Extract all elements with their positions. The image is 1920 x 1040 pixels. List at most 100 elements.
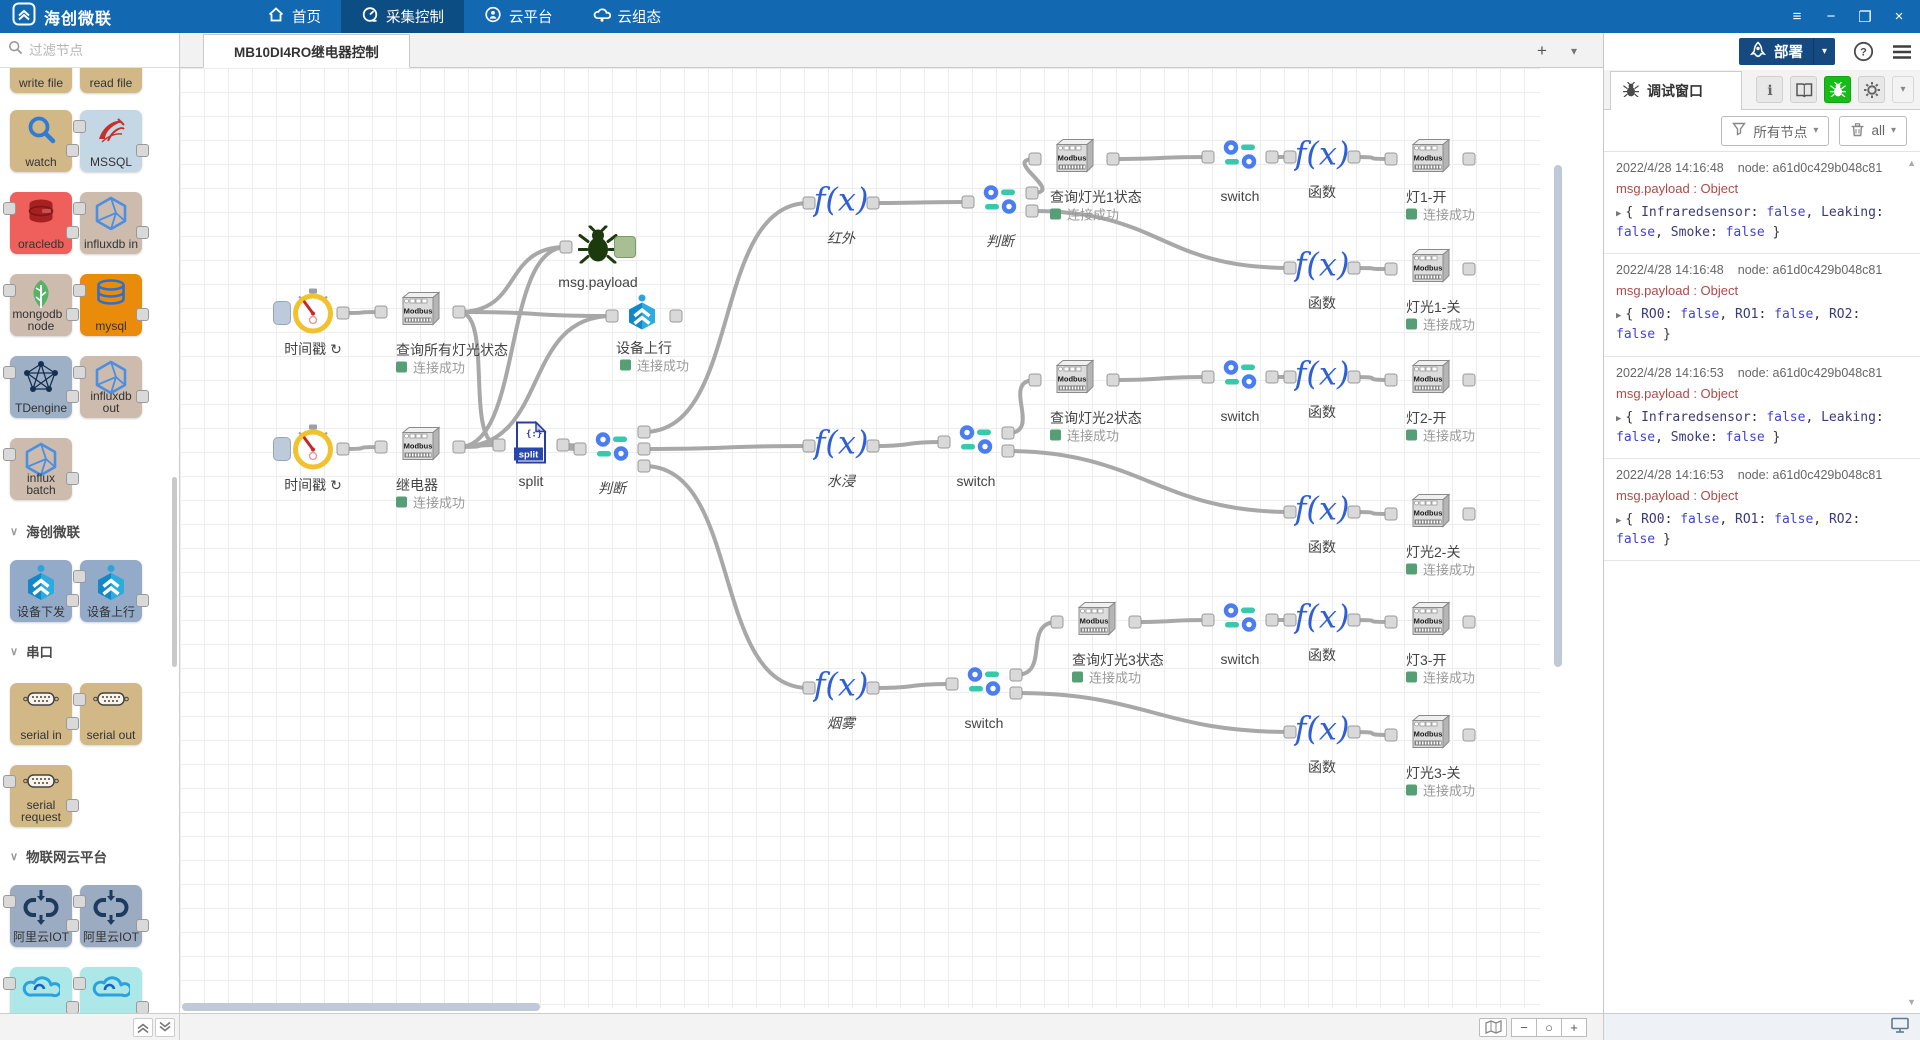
- node-port[interactable]: [945, 677, 959, 691]
- expand-caret[interactable]: ▶: [1616, 209, 1622, 219]
- input-port[interactable]: [3, 775, 16, 788]
- flow-node-l2on[interactable]: Modbus: [1406, 357, 1454, 404]
- node-port[interactable]: [452, 440, 466, 454]
- node-port[interactable]: [1462, 262, 1476, 276]
- palette-section-海创微联[interactable]: ∨ 海创微联: [10, 525, 81, 540]
- palette-section-物联网云平台[interactable]: ∨ 物联网云平台: [10, 850, 108, 865]
- flow-node-l3on[interactable]: Modbus: [1406, 599, 1454, 646]
- node-port[interactable]: [637, 425, 651, 439]
- node-port[interactable]: [374, 440, 388, 454]
- output-port[interactable]: [66, 717, 79, 730]
- node-port[interactable]: [1347, 261, 1361, 275]
- output-port[interactable]: [66, 144, 79, 157]
- flow-node-split[interactable]: {:} split: [512, 420, 550, 471]
- node-port[interactable]: [1050, 615, 1064, 629]
- flow-node-l1on[interactable]: Modbus: [1406, 136, 1454, 183]
- expand-caret[interactable]: ▶: [1616, 311, 1622, 322]
- node-port[interactable]: [1384, 728, 1398, 742]
- flow-node-sw2[interactable]: [1221, 359, 1259, 396]
- node-port[interactable]: [1384, 152, 1398, 166]
- open-window-button[interactable]: [1890, 1016, 1910, 1039]
- input-port[interactable]: [73, 120, 86, 133]
- node-port[interactable]: [637, 459, 651, 473]
- output-port[interactable]: [136, 390, 149, 403]
- input-port[interactable]: [3, 284, 16, 297]
- flow-node-fa2[interactable]: f(x): [1293, 355, 1350, 400]
- flow-node-sj[interactable]: f(x): [812, 424, 869, 469]
- node-port[interactable]: [1384, 373, 1398, 387]
- node-port[interactable]: [452, 305, 466, 319]
- output-port[interactable]: [66, 799, 79, 812]
- output-port[interactable]: [136, 594, 149, 607]
- palette-section-串口[interactable]: ∨ 串口: [10, 645, 54, 660]
- scroll-up-arrow[interactable]: ▲: [1907, 158, 1916, 168]
- flow-node-up[interactable]: [624, 294, 664, 339]
- search-input[interactable]: [29, 42, 149, 58]
- palette-node-阿里云IOT[interactable]: 阿里云IOT: [3, 885, 79, 947]
- info-tab-button[interactable]: i: [1756, 76, 1783, 103]
- node-port[interactable]: [1001, 444, 1015, 458]
- node-port[interactable]: [336, 442, 350, 456]
- flow-node-l3off[interactable]: Modbus: [1406, 712, 1454, 759]
- node-port[interactable]: [802, 196, 816, 210]
- palette-node-mongodb - node[interactable]: mongodb - node: [3, 274, 79, 336]
- input-port[interactable]: [73, 693, 86, 706]
- palette-node-阿里云IOT[interactable]: 阿里云IOT: [73, 885, 149, 947]
- node-port[interactable]: [1347, 725, 1361, 739]
- expand-caret[interactable]: ▶: [1616, 413, 1622, 424]
- node-port[interactable]: [1028, 373, 1042, 387]
- node-port[interactable]: [556, 438, 570, 452]
- nav-home[interactable]: 首页: [247, 0, 341, 33]
- node-port[interactable]: [1001, 426, 1015, 440]
- deploy-options-caret[interactable]: ▾: [1821, 46, 1827, 57]
- flow-node-swm[interactable]: [957, 424, 995, 461]
- clear-messages-button[interactable]: all ▾: [1839, 115, 1907, 146]
- node-port[interactable]: [1283, 613, 1297, 627]
- collapse-all-button[interactable]: [133, 1017, 153, 1037]
- expand-all-button[interactable]: [155, 1017, 175, 1037]
- node-port[interactable]: [802, 439, 816, 453]
- canvas-hscrollbar[interactable]: [182, 1003, 540, 1011]
- palette-node-MSSQL[interactable]: MSSQL: [73, 110, 149, 172]
- node-port[interactable]: [374, 305, 388, 319]
- palette-node-influxdb out[interactable]: influxdb out: [73, 356, 149, 418]
- node-port[interactable]: [1201, 150, 1215, 164]
- node-port[interactable]: [1025, 186, 1039, 200]
- node-port[interactable]: [1201, 613, 1215, 627]
- flow-node-hw[interactable]: f(x): [812, 181, 869, 226]
- node-port[interactable]: [866, 439, 880, 453]
- add-flow-button[interactable]: +: [1537, 41, 1547, 60]
- output-port[interactable]: [66, 390, 79, 403]
- debug-tab-button[interactable]: [1824, 76, 1851, 103]
- zoom-out-button[interactable]: −: [1511, 1017, 1537, 1037]
- flow-node-sw1[interactable]: [1221, 139, 1259, 176]
- input-port[interactable]: [73, 284, 86, 297]
- input-port[interactable]: [3, 202, 16, 215]
- flow-node-fb1[interactable]: f(x): [1293, 246, 1350, 291]
- node-port[interactable]: [1283, 725, 1297, 739]
- output-port[interactable]: [66, 472, 79, 485]
- main-menu-button[interactable]: [1892, 44, 1912, 60]
- node-port[interactable]: [1283, 505, 1297, 519]
- output-port[interactable]: [66, 1001, 79, 1013]
- flow-node-q2[interactable]: Modbus: [1050, 357, 1098, 404]
- docs-tab-button[interactable]: [1790, 76, 1817, 103]
- node-port[interactable]: [1283, 370, 1297, 384]
- palette-scrollbar[interactable]: [172, 477, 177, 667]
- nav-cloud-config[interactable]: 云组态: [573, 0, 682, 33]
- node-port[interactable]: [1009, 668, 1023, 682]
- output-port[interactable]: [66, 594, 79, 607]
- node-port[interactable]: [336, 306, 350, 320]
- output-port[interactable]: [136, 144, 149, 157]
- node-port[interactable]: [1462, 152, 1476, 166]
- expand-caret[interactable]: ▶: [1616, 515, 1622, 526]
- output-port[interactable]: [66, 919, 79, 932]
- node-port[interactable]: [605, 309, 619, 323]
- debug-toggle-button[interactable]: [614, 236, 636, 258]
- zoom-in-button[interactable]: +: [1561, 1017, 1587, 1037]
- node-port[interactable]: [1462, 728, 1476, 742]
- palette-node-influxdb in[interactable]: influxdb in: [73, 192, 149, 254]
- node-port[interactable]: [1462, 373, 1476, 387]
- flow-node-pd2[interactable]: [981, 184, 1019, 221]
- node-port[interactable]: [866, 681, 880, 695]
